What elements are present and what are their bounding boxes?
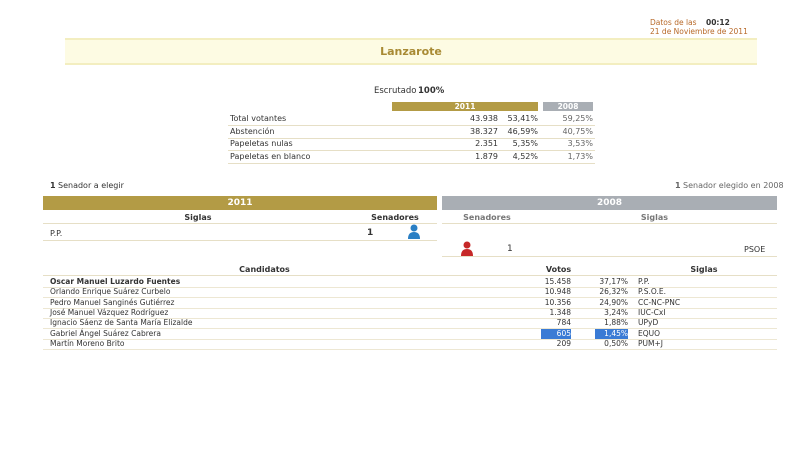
row-2011 (43, 225, 437, 241)
candidate-row (43, 318, 777, 330)
candidate-party: UPyD (638, 318, 659, 328)
candidate-party: IUC-CxI (638, 307, 666, 317)
summary-pct-2011: 5,35% (512, 139, 538, 148)
candidate-name: Gabriel Ángel Suárez Cabrera (50, 328, 161, 338)
candidate-votes: 1.348 (549, 307, 571, 317)
candidate-row (43, 298, 777, 309)
candidate-name: Ignacio Sáenz de Santa María Elizalde (50, 318, 193, 328)
candidate-party: PUM+J (638, 338, 663, 348)
senator-icon-2008 (461, 241, 473, 256)
candidate-row (43, 329, 777, 340)
party-2011: P.P. (50, 229, 63, 238)
escrutado-value: 100% (418, 86, 445, 96)
candidate-party: EQUO (638, 328, 661, 338)
cand-header: Siglas (631, 264, 777, 276)
candidate-pct: 26,32% (599, 287, 628, 297)
senator-icon-2011 (408, 224, 420, 239)
escrutado-label: Escrutado (374, 86, 417, 96)
year-2008: 2008 (442, 196, 777, 210)
summary-row (228, 113, 595, 126)
summary-pct-2011: 46,59% (507, 126, 538, 136)
datos-time: 00:12 (706, 18, 730, 27)
seats-2011: 1 (367, 228, 374, 238)
candidate-name: Martín Moreno Brito (50, 338, 125, 348)
summary-count: 38.327 (470, 126, 498, 136)
summary-label: Total votantes (230, 114, 287, 123)
title-bar: Lanzarote (65, 38, 757, 65)
summary-2011: 2011 (392, 102, 538, 111)
col-header: Siglas (43, 212, 353, 224)
summary-label: Abstención (230, 126, 275, 136)
summary-pct-2008: 59,25% (562, 114, 593, 123)
candidate-row (43, 339, 777, 350)
summary-pct-2008: 3,53% (567, 139, 593, 148)
candidate-name: Oscar Manuel Luzardo Fuentes (50, 277, 181, 286)
candidate-pct: 3,24% (604, 307, 628, 317)
summary-row (228, 138, 595, 151)
datos-label: Datos de las (650, 18, 697, 27)
candidate-votes: 10.356 (544, 297, 571, 307)
summary-count: 1.879 (475, 151, 498, 161)
cand-header: Candidatos (43, 264, 486, 276)
row-2008 (442, 241, 777, 257)
summary-row (228, 126, 595, 139)
summary-pct-2008: 1,73% (567, 151, 593, 161)
page-title: Lanzarote (380, 45, 442, 58)
left-note-count: 1 (50, 181, 56, 190)
candidate-name: Pedro Manuel Sanginés Gutiérrez (50, 297, 175, 307)
summary-pct-2011: 53,41% (507, 114, 538, 123)
summary-count: 2.351 (475, 139, 498, 148)
summary-pct-2011: 4,52% (512, 151, 538, 161)
candidate-row (43, 277, 777, 288)
candidate-party: P.S.O.E. (638, 287, 666, 297)
candidate-votes: 10.948 (544, 287, 571, 297)
datos-date: 21 de Noviembre de 2011 (650, 27, 748, 36)
candidate-pct: 1,45% (595, 328, 628, 339)
col-header: Senadores (442, 212, 532, 224)
candidate-votes: 209 (556, 338, 571, 348)
candidate-name: Orlando Enrique Suárez Curbelo (50, 287, 171, 297)
candidate-pct: 24,90% (599, 297, 628, 307)
candidate-pct: 37,17% (599, 277, 628, 286)
col-header: Siglas (532, 212, 777, 224)
summary-count: 43.938 (470, 114, 498, 123)
summary-label: Papeletas en blanco (230, 151, 311, 161)
candidate-votes: 784 (556, 318, 571, 328)
cand-header: Votos (486, 264, 631, 276)
candidate-votes: 15.458 (544, 277, 571, 286)
col-header: Senadores (353, 212, 437, 224)
candidate-row (43, 287, 777, 299)
candidate-pct: 0,50% (604, 338, 628, 348)
candidate-votes: 605 (541, 328, 571, 339)
candidate-pct: 1,88% (604, 318, 628, 328)
summary-row (228, 151, 595, 164)
summary-2008: 2008 (543, 102, 593, 111)
year-2011: 2011 (43, 196, 437, 210)
party-2008: PSOE (744, 245, 766, 254)
seats-2008: 1 (507, 244, 513, 254)
candidate-name: José Manuel Vázquez Rodríguez (50, 307, 169, 317)
left-note-text: Senador a elegir (58, 181, 124, 190)
candidate-party: P.P. (638, 277, 650, 286)
summary-pct-2008: 40,75% (562, 126, 593, 136)
candidate-row (43, 308, 777, 319)
candidate-party: CC-NC-PNC (638, 297, 681, 307)
right-note-count: 1 (675, 181, 681, 190)
right-note-text: Senador elegido en 2008 (683, 181, 784, 190)
summary-label: Papeletas nulas (230, 139, 293, 148)
